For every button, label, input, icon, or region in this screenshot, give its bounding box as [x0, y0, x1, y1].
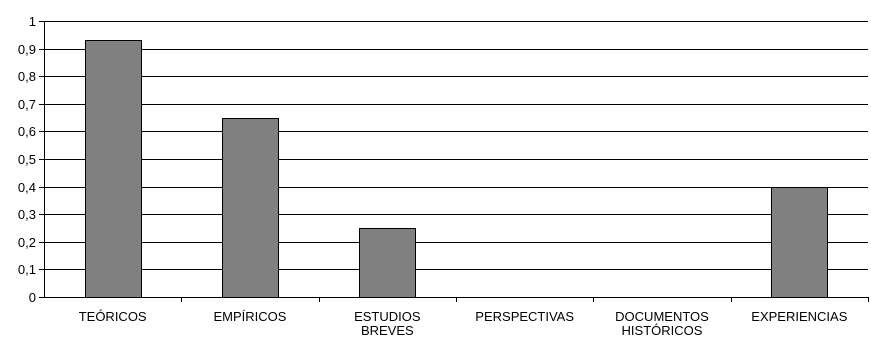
category-label: EXPERIENCIAS [751, 309, 847, 324]
axes [39, 21, 869, 302]
y-tick-label: 0,9 [18, 42, 36, 57]
category-label: EMPÍRICOS [214, 309, 287, 324]
category-label-line: PERSPECTIVAS [475, 309, 574, 324]
category-label: DOCUMENTOS HISTÓRICOS [615, 309, 709, 338]
category-label-line: BREVES [361, 323, 414, 338]
category-label: TEÓRICOS [79, 309, 147, 324]
bar [359, 228, 416, 298]
y-tick-labels: 0 0,1 0,2 0,3 0,4 0,5 0,6 0,7 0,8 0,9 1 [18, 14, 36, 305]
category-label-line: TEÓRICOS [79, 309, 147, 324]
category-labels: TEÓRICOS EMPÍRICOS ESTUDIOS BREVES PERSPECTI… [79, 309, 848, 338]
y-tick-label: 0,3 [18, 207, 36, 222]
bar [85, 40, 142, 298]
y-tick-label: 0,8 [18, 69, 36, 84]
category-label-line: ESTUDIOS [354, 309, 421, 324]
bar [771, 187, 828, 298]
y-tick-label: 0,2 [18, 235, 36, 250]
category-label: PERSPECTIVAS [475, 309, 574, 324]
y-tick-label: 0,5 [18, 152, 36, 167]
category-label-line: HISTÓRICOS [622, 323, 703, 338]
category-label-line: EMPÍRICOS [214, 309, 287, 324]
category-label: ESTUDIOS BREVES [354, 309, 421, 338]
y-tick-label: 0,4 [18, 180, 36, 195]
category-label-line: DOCUMENTOS [615, 309, 709, 324]
y-tick-label: 0 [29, 290, 36, 305]
bar [222, 118, 279, 298]
y-tick-label: 0,1 [18, 262, 36, 277]
y-tick-label: 0,6 [18, 124, 36, 139]
gridlines [44, 21, 868, 270]
category-label-line: EXPERIENCIAS [751, 309, 847, 324]
bars [85, 40, 828, 298]
y-tick-label: 1 [29, 14, 36, 29]
y-tick-label: 0,7 [18, 97, 36, 112]
